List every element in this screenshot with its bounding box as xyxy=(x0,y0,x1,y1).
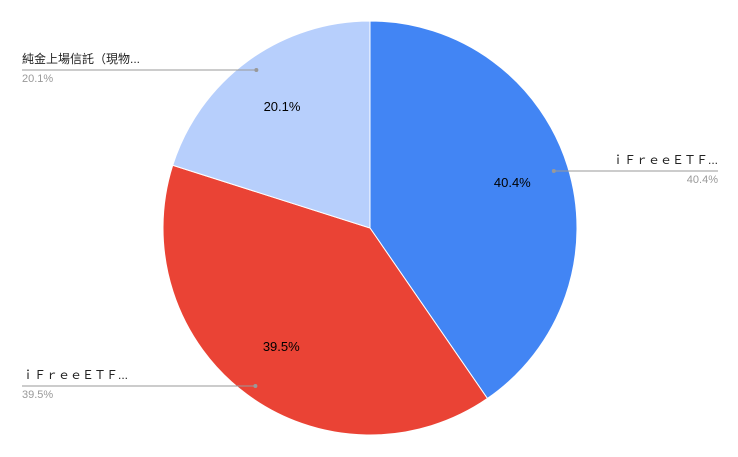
legend-label: ｉＦｒｅｅＥＴＦ... xyxy=(612,153,718,167)
leader-dot xyxy=(551,169,556,173)
leader-dot xyxy=(254,68,259,72)
leader-dot xyxy=(253,384,258,388)
pie-slice xyxy=(162,164,489,436)
slice-label: 39.5% xyxy=(263,339,300,354)
legend-label: ｉＦｒｅｅＥＴＦ... xyxy=(22,368,128,382)
legend-percent: 20.1% xyxy=(22,73,53,85)
slice-label: 40.4% xyxy=(494,175,531,190)
pie-slice xyxy=(369,20,578,400)
slice-label: 20.1% xyxy=(264,99,301,114)
legend-percent: 39.5% xyxy=(22,389,53,401)
legend-percent: 40.4% xyxy=(687,174,718,186)
legend-label: 純金上場信託（現物... xyxy=(22,51,140,66)
pie-slice xyxy=(172,20,371,229)
